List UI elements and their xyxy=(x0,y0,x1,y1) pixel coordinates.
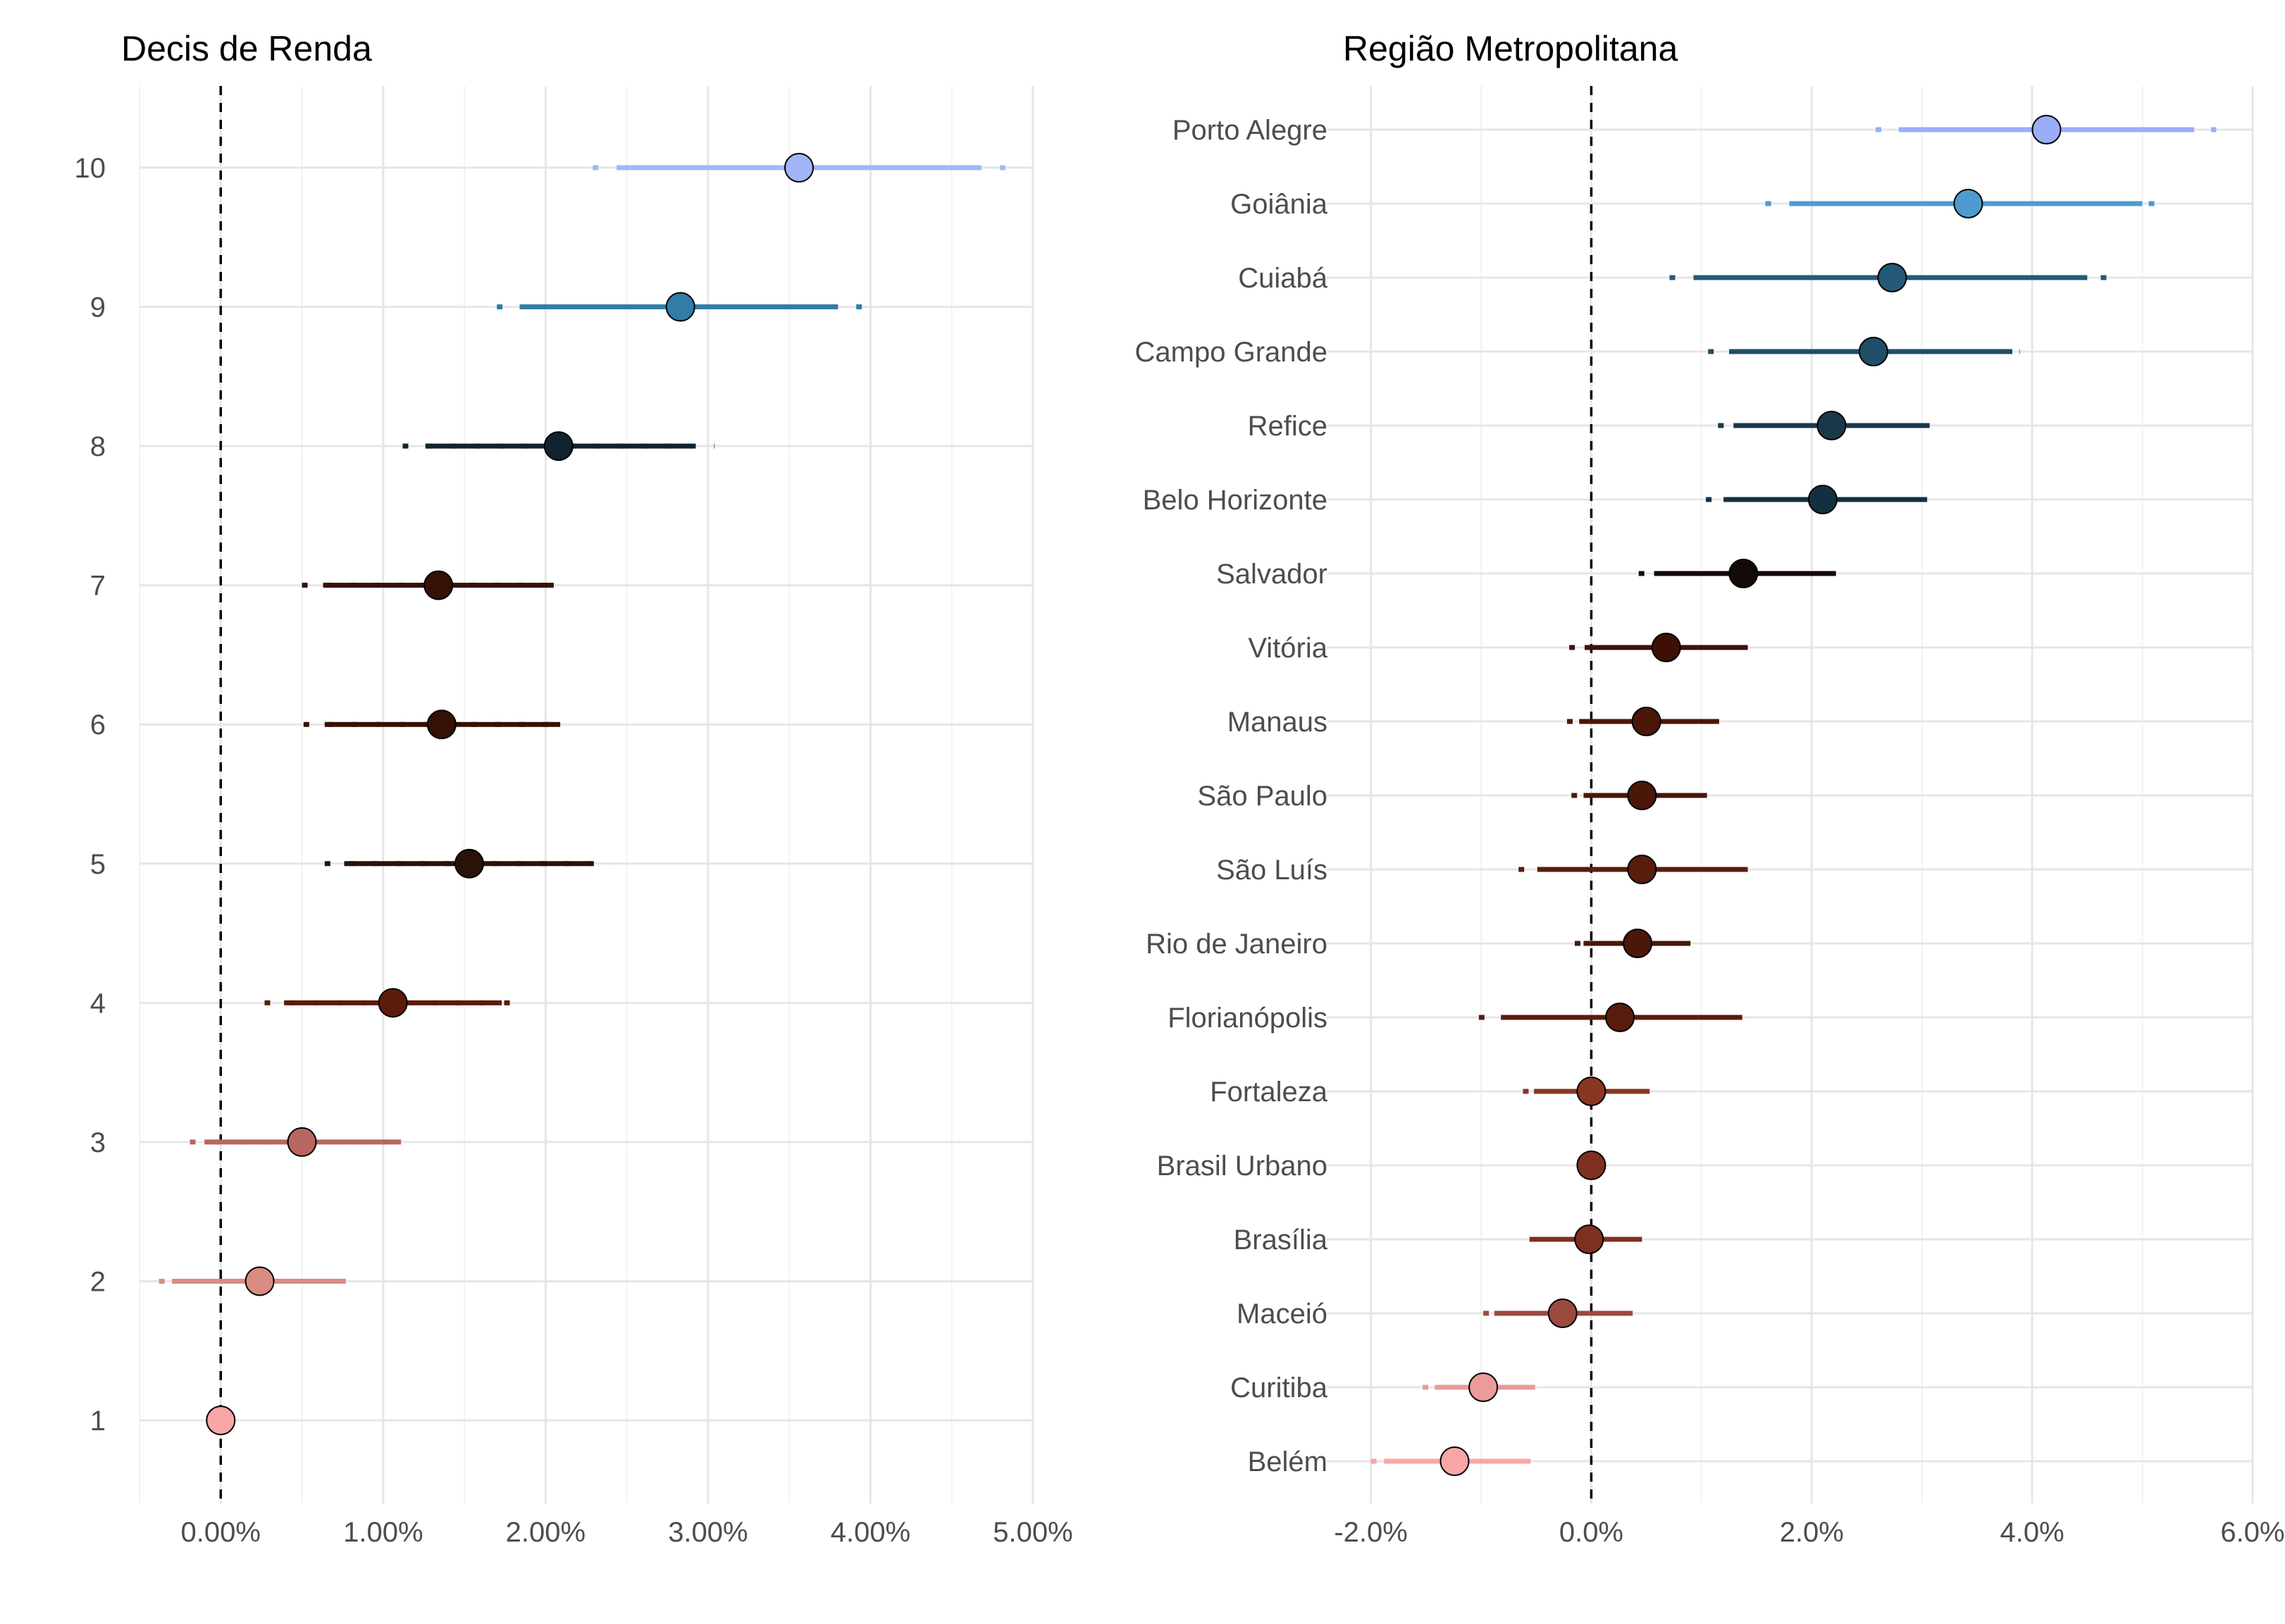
estimate-point xyxy=(1728,559,1759,588)
estimate-point xyxy=(665,292,695,322)
estimate-point xyxy=(1605,1003,1635,1032)
category-label: 1 xyxy=(90,1406,106,1437)
x-tick-label: 5.00% xyxy=(993,1517,1072,1548)
estimate-point xyxy=(784,153,815,182)
x-tick-label: -2.0% xyxy=(1334,1517,1408,1548)
estimate-point xyxy=(1439,1446,1470,1476)
estimate-point xyxy=(1547,1298,1578,1328)
estimate-point xyxy=(1651,633,1681,662)
category-label: Belo Horizonte xyxy=(1143,485,1327,516)
category-label: Curitiba xyxy=(1230,1372,1328,1403)
estimate-point xyxy=(454,848,485,879)
category-label: Porto Alegre xyxy=(1172,115,1327,146)
estimate-point xyxy=(206,1406,236,1435)
estimate-point xyxy=(426,709,457,740)
x-tick-label: 6.0% xyxy=(2220,1517,2284,1548)
estimate-point xyxy=(378,988,408,1018)
estimate-point xyxy=(1816,411,1847,440)
estimate-point xyxy=(1576,1077,1606,1106)
category-label: Maceió xyxy=(1237,1298,1327,1329)
estimate-point xyxy=(423,570,454,600)
estimate-point xyxy=(1627,855,1657,884)
category-label: São Paulo xyxy=(1197,781,1327,812)
estimate-point xyxy=(2031,115,2062,144)
estimate-point xyxy=(1623,929,1653,958)
x-tick-label: 0.00% xyxy=(181,1517,261,1548)
category-label: 7 xyxy=(90,571,106,602)
category-label: 4 xyxy=(90,988,106,1019)
category-label: São Luís xyxy=(1216,855,1327,886)
estimate-point xyxy=(543,431,574,461)
category-label: 6 xyxy=(90,709,106,740)
panel-metropolitan-regions: Região Metropolitana -2.0% 0.0% 2.0% 4.0% 6.0… xyxy=(1135,29,2285,1548)
category-label: Belém xyxy=(1248,1446,1327,1477)
estimate-point xyxy=(1858,337,1888,366)
category-label: Fortaleza xyxy=(1210,1077,1327,1108)
x-tick-label: 0.0% xyxy=(1559,1517,1623,1548)
estimate-point xyxy=(1576,1151,1606,1180)
category-label: Brasil Urbano xyxy=(1157,1151,1327,1182)
category-label: 10 xyxy=(75,153,106,184)
x-tick-label: 2.00% xyxy=(506,1517,586,1548)
panel-income-deciles: Decis de Renda 0.00% 1.00% 2.00% 3.00% 4.00% 5… xyxy=(75,29,1073,1548)
category-label: Refice xyxy=(1248,411,1327,442)
estimate-point xyxy=(1631,707,1661,736)
estimate-point xyxy=(1953,189,1983,218)
x-tick-label: 2.0% xyxy=(1780,1517,1844,1548)
estimate-point xyxy=(1877,263,1907,292)
estimate-point xyxy=(1627,781,1657,810)
panel-title: Região Metropolitana xyxy=(1343,29,1678,68)
panel-title: Decis de Renda xyxy=(121,29,372,68)
estimate-point xyxy=(244,1266,275,1296)
category-label: Rio de Janeiro xyxy=(1146,929,1327,960)
estimate-point xyxy=(1807,485,1838,514)
estimate-point xyxy=(1468,1372,1499,1402)
category-label: Florianópolis xyxy=(1168,1003,1327,1034)
category-label: Goiânia xyxy=(1230,189,1328,220)
category-label: Cuiabá xyxy=(1238,263,1328,294)
category-label: 2 xyxy=(90,1266,106,1297)
estimate-point xyxy=(287,1127,317,1157)
category-label: 9 xyxy=(90,292,106,323)
category-label: 8 xyxy=(90,431,106,462)
x-tick-label: 3.00% xyxy=(668,1517,748,1548)
category-label: Campo Grande xyxy=(1135,337,1327,368)
x-tick-label: 4.0% xyxy=(2000,1517,2064,1548)
category-label: Manaus xyxy=(1227,707,1327,738)
x-tick-label: 1.00% xyxy=(343,1517,423,1548)
category-label: 3 xyxy=(90,1127,106,1158)
category-label: Vitória xyxy=(1248,633,1327,664)
x-tick-label: 4.00% xyxy=(831,1517,910,1548)
category-label: Salvador xyxy=(1216,559,1327,590)
estimate-point xyxy=(1574,1225,1604,1254)
category-label: Brasília xyxy=(1234,1225,1328,1256)
category-label: 5 xyxy=(90,849,106,880)
